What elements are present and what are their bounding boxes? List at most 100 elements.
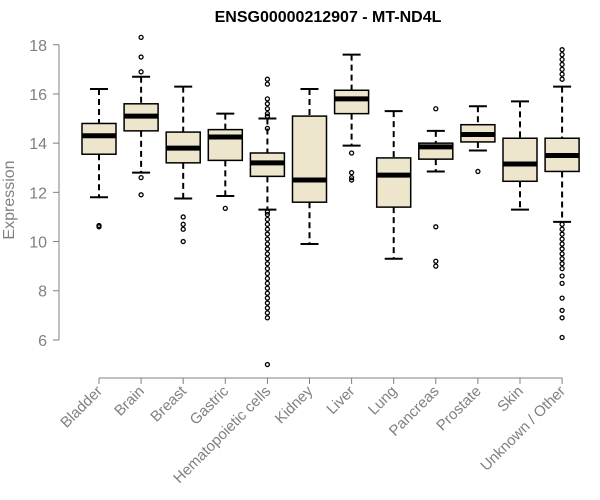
outlier-point — [264, 315, 271, 321]
outlier-point — [138, 69, 144, 75]
outlier-point — [180, 214, 186, 220]
outlier-point — [559, 246, 565, 252]
y-axis-label: Expression — [1, 160, 18, 239]
outlier-point — [559, 307, 565, 314]
box-breast — [165, 85, 201, 245]
outlier-point — [264, 216, 271, 223]
outlier-point — [559, 51, 565, 58]
outlier-point — [559, 241, 565, 247]
outlier-point — [348, 150, 355, 156]
outlier-point — [348, 174, 355, 181]
outlier-point — [348, 170, 355, 176]
outlier-point — [559, 66, 565, 73]
outlier-point — [264, 76, 271, 82]
outlier-point — [264, 295, 271, 301]
outlier-point — [264, 251, 271, 257]
outlier-point — [559, 226, 565, 232]
outlier-point — [475, 168, 481, 175]
outlier-point — [433, 263, 439, 269]
box-brain — [123, 34, 159, 198]
outlier-point — [348, 177, 355, 183]
outlier-point — [559, 76, 565, 82]
x-tick-label: Prostate — [433, 383, 485, 435]
outlier-point — [559, 256, 565, 262]
outlier-point — [559, 315, 565, 321]
iqr-box — [375, 157, 412, 208]
outlier-point — [264, 113, 271, 119]
outlier-point — [264, 280, 271, 287]
outlier-point — [559, 236, 565, 242]
box-bladder — [81, 88, 117, 230]
outlier-point — [433, 106, 439, 112]
iqr-box — [81, 122, 117, 155]
outlier-point — [264, 236, 271, 242]
outlier-point — [559, 334, 565, 341]
outlier-point — [559, 265, 565, 272]
outlier-point — [264, 246, 271, 252]
outlier-point — [559, 295, 565, 301]
outlier-point — [138, 54, 144, 60]
outlier-point — [264, 211, 271, 218]
x-tick-label: Bladder — [57, 383, 106, 432]
boxes-group — [81, 34, 580, 368]
outlier-point — [264, 110, 271, 117]
outlier-point — [264, 275, 271, 282]
outlier-point — [96, 222, 102, 229]
box-lung — [375, 110, 412, 260]
outlier-point — [433, 258, 439, 264]
outlier-point — [264, 261, 271, 267]
outlier-point — [264, 241, 271, 247]
x-tick-label: Kidney — [272, 382, 317, 427]
outlier-point — [264, 300, 271, 306]
outlier-point — [222, 205, 228, 211]
outlier-point — [180, 221, 186, 227]
y-tick-label: 12 — [29, 185, 47, 202]
outlier-point — [433, 224, 439, 230]
outlier-point — [264, 106, 271, 112]
y-axis: 6 8 10 12 14 16 18 — [29, 38, 60, 350]
outlier-point — [264, 101, 271, 107]
outlier-point — [559, 273, 565, 279]
chart-title: ENSG00000212907 - MT-ND4L — [215, 9, 442, 26]
outlier-point — [559, 71, 565, 77]
outlier-point — [559, 251, 565, 257]
outlier-point — [264, 270, 271, 277]
y-tick-label: 8 — [38, 284, 47, 301]
outlier-point — [264, 231, 271, 237]
box-kidney — [291, 88, 328, 246]
x-tick-label: Breast — [147, 382, 190, 425]
iqr-box — [291, 115, 328, 203]
outlier-point — [264, 290, 271, 296]
outlier-point — [264, 361, 271, 368]
iqr-box — [502, 137, 538, 183]
box-prostate — [460, 105, 496, 175]
box-pancreas — [418, 106, 454, 269]
box-gastric — [207, 112, 244, 211]
y-tick-label: 6 — [38, 333, 47, 350]
box-skin — [502, 100, 538, 211]
y-tick-label: 16 — [29, 87, 47, 104]
iqr-box — [333, 89, 370, 115]
iqr-box — [207, 128, 244, 162]
outlier-point — [264, 265, 271, 272]
outlier-point — [264, 256, 271, 262]
outlier-point — [264, 285, 271, 291]
outlier-point — [559, 61, 565, 68]
outlier-point — [559, 280, 565, 287]
outlier-point — [264, 125, 271, 132]
y-tick-label: 14 — [29, 136, 47, 153]
outlier-point — [138, 192, 144, 198]
outlier-point — [264, 81, 271, 87]
x-tick-label: Lung — [365, 383, 401, 419]
x-tick-label: Skin — [494, 383, 527, 416]
y-tick-label: 18 — [29, 38, 47, 55]
x-tick-label: Brain — [111, 383, 148, 420]
outlier-point — [264, 96, 271, 102]
outlier-point — [559, 47, 565, 53]
outlier-point — [138, 34, 144, 41]
outlier-point — [138, 174, 144, 181]
y-tick-label: 10 — [29, 235, 47, 252]
outlier-point — [264, 305, 271, 311]
